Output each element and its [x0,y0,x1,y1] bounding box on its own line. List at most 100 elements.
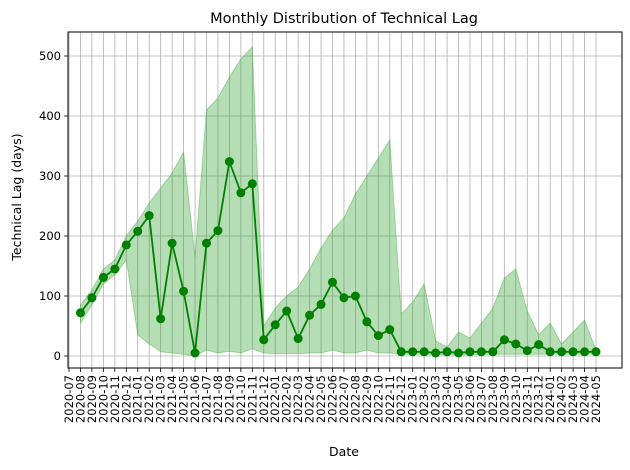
x-axis: 2020-072020-082020-092020-102020-112020-… [62,368,603,423]
x-tick-label: 2023-03 [429,375,443,423]
x-tick-label: 2021-05 [177,375,191,423]
y-tick-label: 400 [39,109,61,123]
data-point [293,334,303,344]
data-point [236,188,246,198]
confidence-band [79,45,597,357]
data-point [270,320,280,330]
x-tick-label: 2021-10 [234,375,248,423]
data-point [545,347,555,357]
data-series [75,157,601,358]
data-point [339,293,349,303]
x-tick-label: 2021-08 [211,375,225,423]
plot-frame [67,31,623,369]
x-tick-label: 2021-12 [257,375,271,423]
x-tick-label: 2020-09 [85,375,99,423]
x-axis-title: Date [329,444,359,459]
y-tick-label: 500 [39,49,61,63]
x-tick-label: 2022-10 [371,375,385,423]
data-point [568,347,578,357]
x-tick-label: 2021-11 [245,375,259,423]
data-point [133,226,143,236]
x-tick-label: 2023-11 [520,375,534,423]
data-point [522,346,532,356]
data-point [201,238,211,248]
x-tick-label: 2024-03 [566,375,580,423]
x-tick-label: 2022-05 [314,375,328,423]
range-band [79,45,597,357]
x-tick-label: 2022-06 [326,375,340,423]
data-point [259,335,269,345]
data-point [431,348,441,358]
series-line [79,158,596,354]
x-tick-label: 2022-04 [303,375,317,423]
data-point [557,347,567,357]
x-tick-label: 2021-01 [131,375,145,423]
data-point [224,157,234,167]
chart-title: Monthly Distribution of Technical Lag [210,11,478,27]
data-point [213,226,223,236]
data-point [190,348,200,358]
data-point [247,179,257,189]
data-point [442,347,452,357]
x-tick-label: 2023-02 [417,375,431,423]
data-point [534,340,544,350]
data-point [98,272,108,282]
x-tick-label: 2021-02 [142,375,156,423]
x-tick-label: 2020-07 [62,375,76,423]
x-tick-label: 2022-09 [360,375,374,423]
gridlines [68,32,622,368]
data-point [305,310,315,320]
y-tick-label: 300 [39,169,61,183]
data-point [87,293,97,303]
data-point [511,339,521,349]
x-tick-label: 2022-03 [291,375,305,423]
data-point [156,314,166,324]
data-point [362,317,372,327]
data-point [373,331,383,341]
data-point [419,347,429,357]
x-tick-label: 2023-07 [474,375,488,423]
y-tick-label: 200 [39,229,61,243]
data-point [385,325,395,335]
x-tick-label: 2023-06 [463,375,477,423]
x-tick-label: 2023-01 [406,375,420,423]
y-tick-label: 0 [54,349,61,363]
x-tick-label: 2020-08 [73,375,87,423]
x-tick-label: 2022-11 [383,375,397,423]
data-point [144,211,154,221]
x-tick-label: 2023-12 [532,375,546,423]
data-point [121,240,131,250]
x-tick-label: 2024-02 [555,375,569,423]
y-tick-label: 100 [39,289,61,303]
x-tick-label: 2022-07 [337,375,351,423]
x-tick-label: 2021-03 [154,375,168,423]
data-point [110,264,120,274]
x-tick-label: 2024-05 [589,375,603,423]
data-point [75,308,85,318]
x-tick-label: 2022-01 [268,375,282,423]
x-tick-label: 2020-10 [96,375,110,423]
data-point [396,347,406,357]
data-point [465,347,475,357]
x-tick-label: 2023-05 [452,375,466,423]
x-tick-label: 2023-08 [486,375,500,423]
data-point [591,347,601,357]
x-tick-label: 2024-01 [543,375,557,423]
data-point [179,286,189,296]
x-tick-label: 2020-11 [108,375,122,423]
data-point [454,348,464,358]
x-tick-label: 2020-12 [119,375,133,423]
x-tick-label: 2022-02 [280,375,294,423]
y-axis-title: Technical Lag (days) [9,133,24,261]
x-tick-label: 2021-04 [165,375,179,423]
x-tick-label: 2022-12 [394,375,408,423]
x-tick-label: 2021-06 [188,375,202,423]
data-point [328,277,337,287]
data-point [408,347,418,357]
data-point [316,299,326,309]
data-point [282,306,292,316]
x-tick-label: 2023-09 [497,375,511,423]
data-point [476,347,486,357]
x-tick-label: 2021-07 [199,375,213,423]
